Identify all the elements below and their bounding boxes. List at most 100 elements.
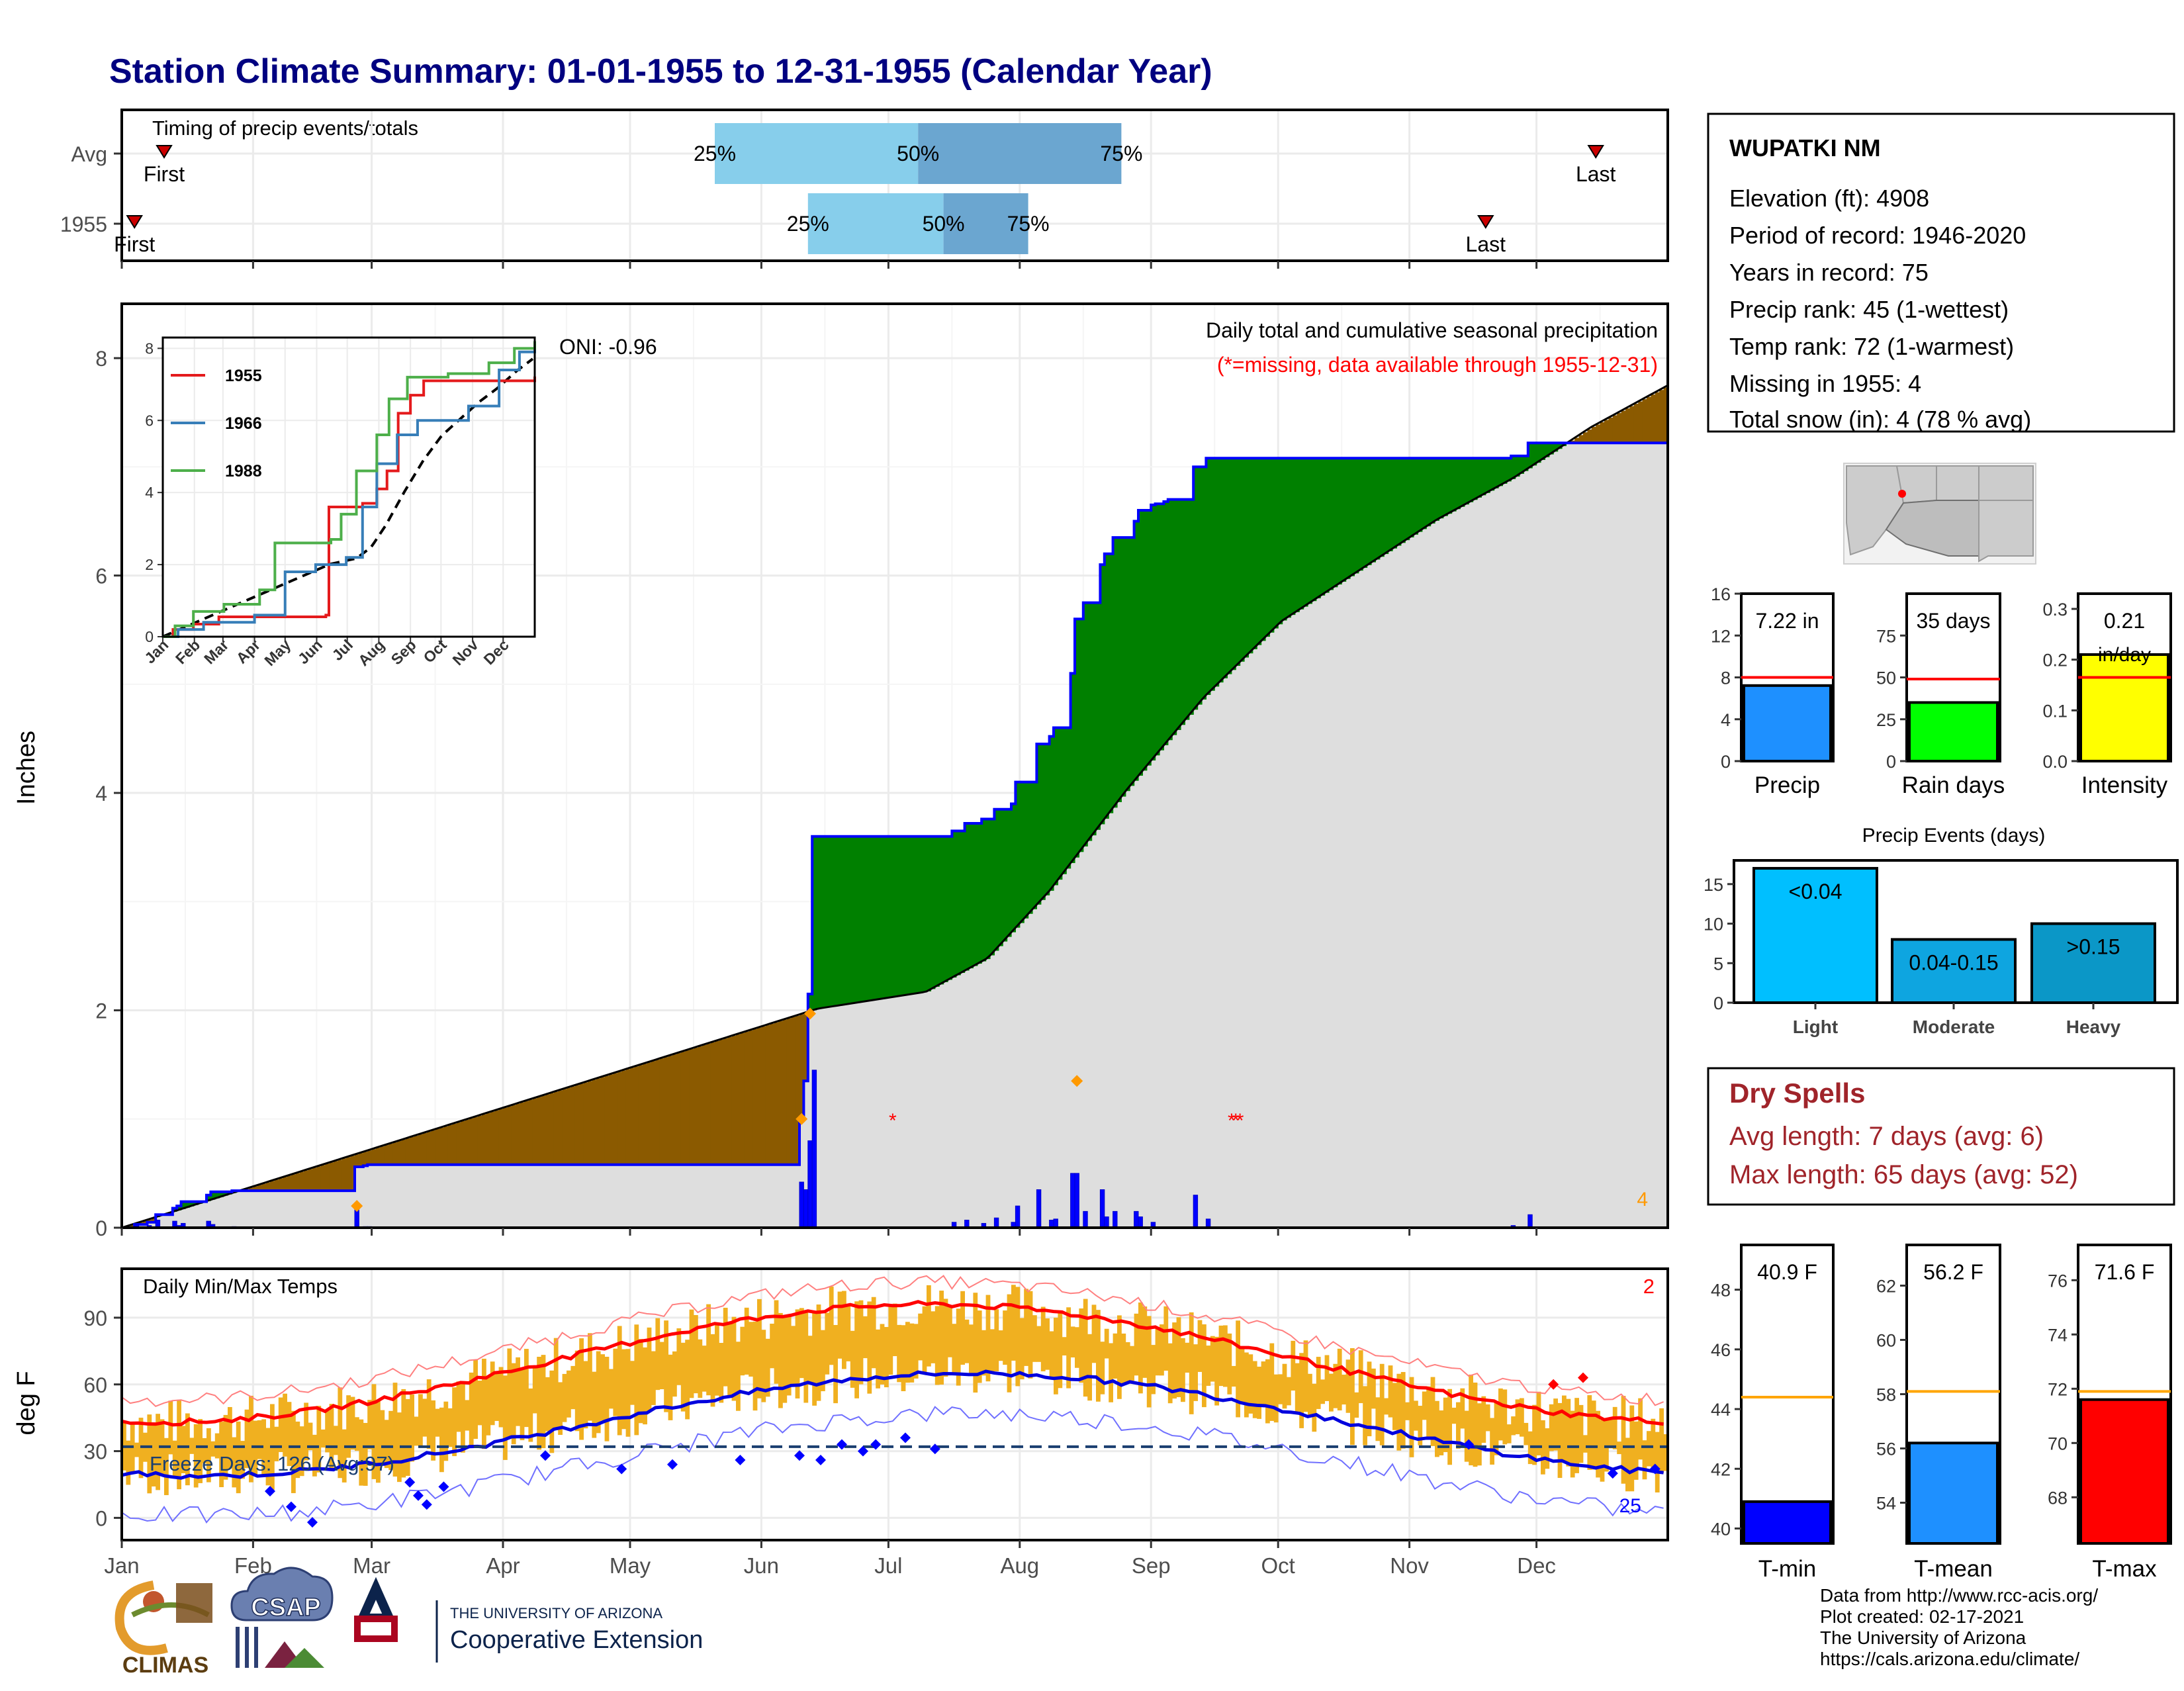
deficit-fill bbox=[592, 1079, 596, 1164]
surplus-fill bbox=[880, 837, 885, 999]
daily-temp-bar bbox=[549, 1371, 554, 1453]
surplus-fill bbox=[1134, 521, 1139, 780]
surplus-fill bbox=[923, 837, 927, 993]
daily-temp-bar bbox=[1185, 1343, 1189, 1373]
daily-temp-bar bbox=[1617, 1441, 1621, 1454]
daily-temp-bar bbox=[1151, 1345, 1156, 1394]
surplus-fill bbox=[1299, 458, 1304, 610]
mini-ytick-label: 25 bbox=[1876, 710, 1896, 730]
deficit-fill bbox=[634, 1066, 639, 1165]
daily-temp-bar bbox=[1041, 1306, 1046, 1371]
daily-temp-bar bbox=[524, 1349, 529, 1427]
deficit-fill bbox=[545, 1095, 550, 1165]
daily-temp-bar bbox=[965, 1320, 970, 1363]
logos: CLIMAS CSAP THE UNIVERSITY OF ARIZONA Co… bbox=[120, 1568, 704, 1678]
daily-temp-bar bbox=[1007, 1295, 1012, 1393]
daily-temp-bar bbox=[1473, 1383, 1478, 1467]
daily-temp-bar bbox=[838, 1292, 842, 1359]
surplus-fill bbox=[1278, 458, 1283, 624]
daily-temp-bar bbox=[1469, 1375, 1473, 1465]
daily-temp-bar bbox=[1405, 1402, 1410, 1420]
daily-temp-bar bbox=[960, 1291, 965, 1365]
daily-temp-bar bbox=[1558, 1403, 1563, 1478]
timing-q25-label: 25% bbox=[787, 212, 829, 236]
daily-temp-bar bbox=[1253, 1361, 1257, 1418]
events-title: Precip Events (days) bbox=[1862, 825, 2046, 846]
deficit-fill bbox=[520, 1103, 525, 1165]
mini-ytick-label: 62 bbox=[1876, 1277, 1896, 1297]
daily-temp-bar bbox=[660, 1342, 664, 1389]
surplus-fill bbox=[1248, 458, 1253, 653]
daily-temp-bar bbox=[1134, 1314, 1139, 1375]
surplus-fill bbox=[1020, 782, 1024, 923]
daily-temp-bar bbox=[1295, 1363, 1300, 1412]
daily-temp-bar bbox=[478, 1381, 482, 1425]
daily-temp-bar bbox=[1502, 1389, 1507, 1444]
surplus-fill bbox=[1147, 510, 1152, 766]
timing-label: Timing of precip events/totals bbox=[152, 116, 418, 140]
deficit-fill bbox=[706, 1044, 711, 1165]
daily-temp-bar bbox=[1354, 1393, 1359, 1418]
events-ytick-label: 15 bbox=[1704, 875, 1723, 895]
daily-precip-bar bbox=[1134, 1211, 1138, 1228]
daily-temp-bar bbox=[1338, 1349, 1342, 1410]
mini-ytick-label: 74 bbox=[2048, 1325, 2068, 1345]
deficit-fill bbox=[439, 1128, 444, 1165]
daily-temp-bar bbox=[893, 1304, 897, 1356]
daily-temp-bar bbox=[1375, 1397, 1380, 1441]
surplus-fill bbox=[1316, 458, 1321, 598]
daily-temp-bar bbox=[651, 1351, 656, 1405]
daily-temp-bar bbox=[1232, 1366, 1236, 1387]
surplus-fill bbox=[867, 837, 872, 1001]
daily-temp-bar bbox=[600, 1354, 605, 1420]
surplus-fill bbox=[1371, 458, 1376, 562]
daily-temp-bar bbox=[668, 1355, 673, 1420]
daily-temp-bar bbox=[799, 1308, 804, 1378]
surplus-fill bbox=[1232, 458, 1236, 670]
daily-temp-bar bbox=[592, 1372, 596, 1438]
surplus-fill bbox=[1304, 458, 1308, 606]
deficit-fill bbox=[782, 1020, 787, 1165]
daily-precip-bar bbox=[1193, 1195, 1197, 1228]
events-ytick-label: 5 bbox=[1713, 954, 1723, 974]
daily-temp-bar bbox=[918, 1314, 923, 1361]
daily-precip-bar bbox=[1036, 1190, 1040, 1228]
daily-temp-bar bbox=[833, 1325, 838, 1403]
events-bar-label: 0.04-0.15 bbox=[1909, 950, 1998, 974]
deficit-fill bbox=[787, 1019, 792, 1165]
deficit-fill bbox=[626, 1069, 631, 1165]
daily-temp-bar bbox=[672, 1351, 677, 1396]
daily-temp-bar bbox=[486, 1377, 490, 1436]
daily-temp-bar bbox=[422, 1398, 427, 1436]
deficit-fill bbox=[457, 1122, 461, 1165]
surplus-fill bbox=[884, 837, 889, 999]
deficit-fill bbox=[651, 1061, 656, 1165]
daily-temp-bar bbox=[1287, 1377, 1291, 1406]
deficit-fill bbox=[316, 1166, 321, 1191]
daily-temp-bar bbox=[563, 1374, 567, 1422]
surplus-fill bbox=[1050, 737, 1054, 891]
map-utah bbox=[1936, 466, 1979, 500]
deficit-fill bbox=[388, 1144, 393, 1165]
surplus-fill bbox=[1032, 782, 1037, 909]
surplus-fill bbox=[1202, 467, 1206, 700]
daily-temp-bar bbox=[914, 1324, 919, 1379]
deficit-fill bbox=[414, 1136, 419, 1165]
mini-value-bar bbox=[1909, 1443, 1997, 1543]
daily-temp-bar bbox=[1477, 1403, 1482, 1465]
daily-precip-bar bbox=[1138, 1217, 1142, 1228]
deficit-fill bbox=[660, 1058, 664, 1165]
daily-temp-bar bbox=[1414, 1400, 1418, 1430]
daily-temp-bar bbox=[1431, 1377, 1435, 1446]
daily-temp-bar bbox=[1392, 1383, 1397, 1430]
daily-temp-bar bbox=[655, 1318, 660, 1391]
deficit-fill bbox=[410, 1137, 414, 1165]
surplus-fill bbox=[1354, 458, 1359, 573]
csap-logo-text: CSAP bbox=[251, 1594, 321, 1622]
first-event-label: First bbox=[114, 232, 155, 256]
surplus-fill bbox=[981, 819, 986, 961]
daily-temp-bar bbox=[1126, 1342, 1130, 1383]
daily-temp-bar bbox=[1032, 1315, 1037, 1362]
surplus-fill bbox=[969, 823, 974, 968]
surplus-fill bbox=[1092, 603, 1097, 836]
